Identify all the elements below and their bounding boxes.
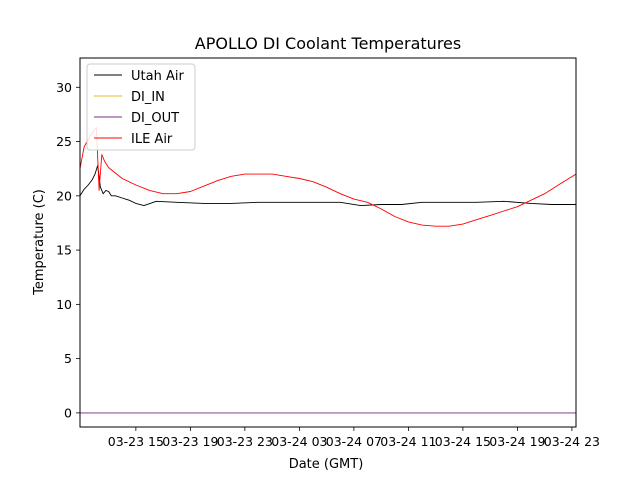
y-tick-label: 10 <box>56 297 72 312</box>
x-tick-label: 03-23 23 <box>217 434 273 449</box>
x-tick-label: 03-24 03 <box>271 434 327 449</box>
y-axis-label: Temperature (C) <box>32 189 47 296</box>
x-tick-label: 03-24 23 <box>544 434 600 449</box>
x-tick-label: 03-24 15 <box>435 434 491 449</box>
series-line-utah-air <box>79 164 576 207</box>
x-axis-label: Date (GMT) <box>289 457 364 472</box>
x-tick-label: 03-24 19 <box>489 434 545 449</box>
legend-box <box>86 63 196 151</box>
y-axis: 0 5 10 15 20 25 30 <box>56 80 80 420</box>
series-line-ile-air <box>79 127 577 227</box>
legend-label: ILE Air <box>131 132 173 147</box>
plot-frame <box>79 57 577 428</box>
y-tick-label: 15 <box>56 243 72 258</box>
x-tick-label: 03-23 15 <box>108 434 164 449</box>
series-layer <box>79 127 577 414</box>
y-tick-label: 20 <box>56 188 72 203</box>
legend-label: DI_OUT <box>131 111 179 126</box>
x-tick-label: 03-24 11 <box>380 434 436 449</box>
chart-title: APOLLO DI Coolant Temperatures <box>195 34 461 53</box>
x-tick-label: 03-23 19 <box>162 434 218 449</box>
legend: Utah Air DI_IN DI_OUT ILE Air <box>86 63 196 151</box>
y-tick-label: 25 <box>56 134 72 149</box>
legend-label: Utah Air <box>131 69 184 84</box>
y-tick-label: 5 <box>64 351 72 366</box>
y-tick-label: 0 <box>64 405 72 420</box>
y-tick-label: 30 <box>56 80 72 95</box>
legend-label: DI_IN <box>131 90 165 105</box>
x-tick-label: 03-24 07 <box>326 434 382 449</box>
